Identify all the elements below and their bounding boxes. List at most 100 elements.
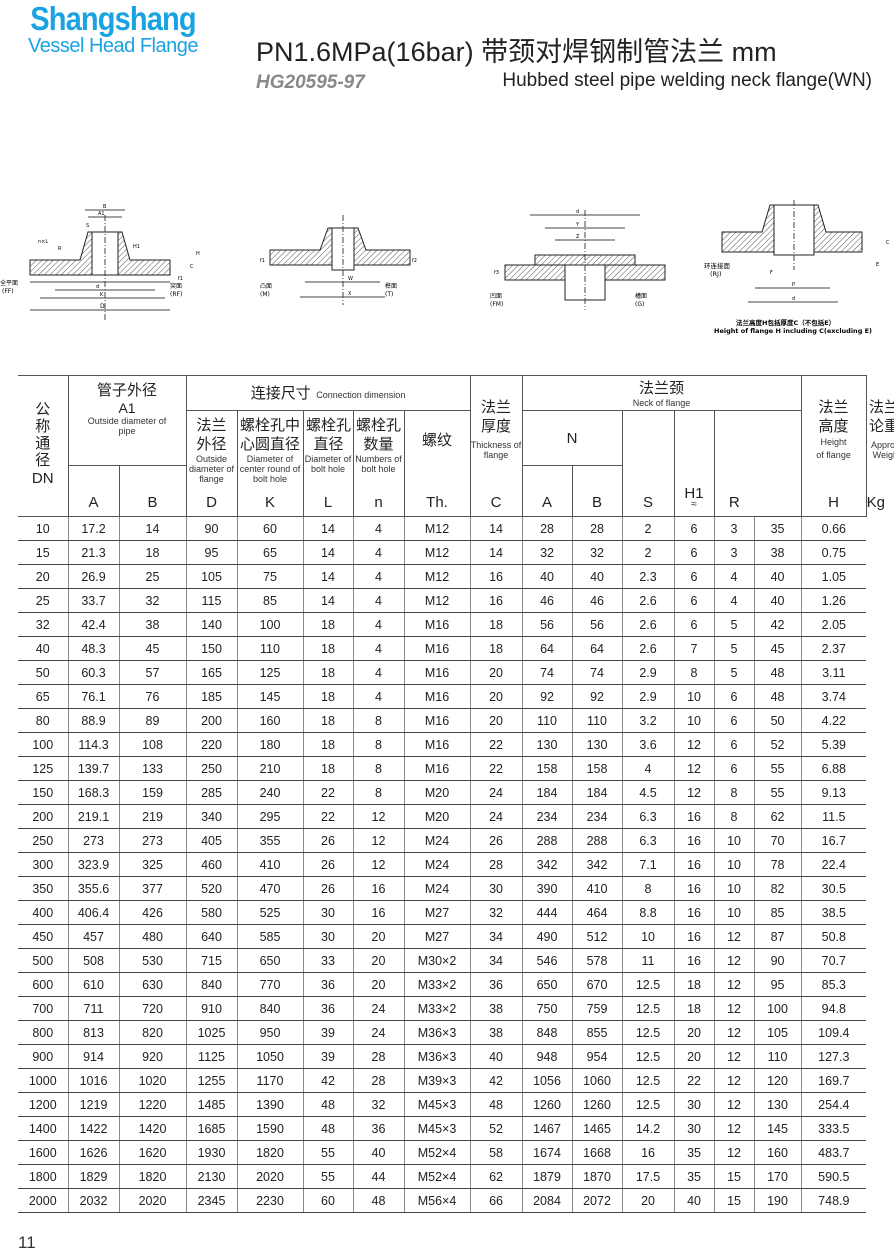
table-cell: 8 [352,780,405,805]
table-cell: 12.5 [621,1044,675,1069]
table-cell: 855 [571,1020,623,1045]
table-cell: 64 [521,636,573,661]
dim-label-d: d [576,209,579,215]
table-cell: 254.4 [800,1092,867,1117]
table-cell: 1056 [521,1068,573,1093]
table-cell: 1626 [67,1140,120,1165]
table-cell: 8 [673,660,715,685]
table-cell: 1125 [185,1044,238,1069]
table-cell: 28 [571,516,623,541]
table-cell: 52 [753,732,802,757]
table-cell: 1219 [67,1092,120,1117]
table-row: 600 610 630 840 770 36 20 M33×2 36 650 670 12.5 18 12… [18,972,867,997]
page-number: 11 [18,1233,36,1252]
table-cell: 1820 [118,1164,187,1189]
table-cell: 42.4 [67,612,120,637]
table-cell: 18 [302,612,354,637]
table-cell: 169.7 [800,1068,867,1093]
fm-label-en: (FM) [490,301,503,308]
table-cell: 11 [621,948,675,973]
table-cell: 34 [469,924,523,949]
table-cell: 16 [673,948,715,973]
table-cell: 190 [753,1188,802,1213]
table-cell: 30 [469,876,523,901]
table-cell: 3.74 [800,684,867,709]
table-cell: 12 [713,1068,755,1093]
table-cell: 38 [469,996,523,1021]
header-pipe-od: 管子外径 A1 Outside diameter of pipe [67,375,187,466]
table-cell: 490 [521,924,573,949]
table-cell: 22 [469,756,523,781]
table-cell: 920 [118,1044,187,1069]
table-cell: 948 [521,1044,573,1069]
table-cell: M45×3 [403,1092,471,1117]
table-cell: 17.5 [621,1164,675,1189]
table-cell: 20 [673,1044,715,1069]
table-cell: 38 [469,1020,523,1045]
table-cell: M24 [403,828,471,853]
table-cell: 20 [18,564,69,589]
table-cell: M20 [403,780,471,805]
table-cell: 578 [571,948,623,973]
table-cell: 3 [713,540,755,565]
dim-label-x: X [348,291,352,297]
table-cell: 5 [713,636,755,661]
table-cell: 26.9 [67,564,120,589]
table-cell: 4 [352,660,405,685]
dim-label-c: C [886,240,890,246]
table-cell: 323.9 [67,852,120,877]
dim-label-f: F [770,270,773,276]
table-cell: 650 [236,948,304,973]
table-cell: 45 [118,636,187,661]
table-cell: 8 [352,708,405,733]
table-cell: 2 [621,516,675,541]
table-cell: 5 [713,660,755,685]
table-cell: M33×2 [403,996,471,1021]
table-cell: 1170 [236,1068,304,1093]
table-cell: 1.26 [800,588,867,613]
table-cell: 115 [185,588,238,613]
table-cell: 16 [469,564,523,589]
table-cell: 95 [753,972,802,997]
table-row: 10 17.2 14 90 60 14 4 M12 14 28 28 2 6 3 35 0.66 [18,516,867,541]
table-cell: 22 [469,732,523,757]
flange-dimension-table: 公称通径 DN 管子外径 A1 Outside diameter of pipe 连接… [18,375,894,1213]
table-cell: 18 [302,708,354,733]
table-cell: 1420 [118,1116,187,1141]
table-cell: 3.11 [800,660,867,685]
table-cell: 20 [673,1020,715,1045]
table-cell: 444 [521,900,573,925]
table-cell: 954 [571,1044,623,1069]
table-cell: M27 [403,900,471,925]
table-cell: 450 [18,924,69,949]
table-cell: 4 [352,516,405,541]
table-cell: 6 [673,540,715,565]
table-cell: 273 [67,828,120,853]
table-cell: 28 [469,852,523,877]
table-cell: 50 [18,660,69,685]
table-cell: 12 [713,996,755,1021]
header-dn: 公称通径 DN [18,375,69,517]
table-cell: 10 [621,924,675,949]
dim-label-nxl: n×L [38,239,48,245]
table-cell: 109.4 [800,1020,867,1045]
table-cell: 145 [753,1116,802,1141]
rj-note-cn: 法兰高度H包括厚度C（不包括E） [736,318,835,327]
table-cell: 1000 [18,1068,69,1093]
dim-label-k: K [100,292,104,298]
table-row: 500 508 530 715 650 33 20 M30×2 34 546 578 11 16 12 90… [18,948,867,973]
dim-label-b: B [103,204,107,210]
table-cell: 1255 [185,1068,238,1093]
table-cell: 14 [302,516,354,541]
table-cell: 2000 [18,1188,69,1213]
table-cell: 1465 [571,1116,623,1141]
table-cell: 22 [673,1068,715,1093]
table-cell: 140 [185,612,238,637]
table-cell: M33×2 [403,972,471,997]
dim-label-f2: f2 [412,258,417,264]
table-cell: 20 [469,660,523,685]
table-cell: 110 [521,708,573,733]
table-cell: 38 [118,612,187,637]
table-cell: 92 [521,684,573,709]
table-row: 150 168.3 159 285 240 22 8 M20 24 184 184 4.5 12 8 55 9… [18,780,867,805]
